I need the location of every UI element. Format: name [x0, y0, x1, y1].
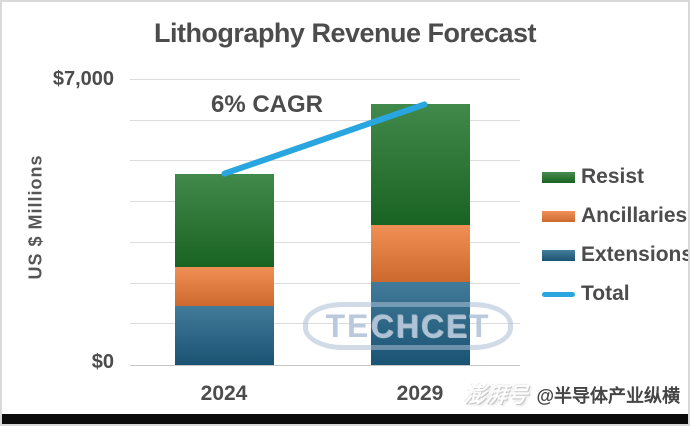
legend-label-extensions: Extensions	[581, 243, 690, 266]
x-label-2024: 2024	[200, 382, 248, 405]
legend-item-extensions: Extensions	[542, 243, 690, 267]
legend-swatch-ancillaries	[542, 210, 575, 222]
bar-2029	[371, 104, 470, 365]
bottom-black-bar	[2, 414, 688, 424]
x-label-2029: 2029	[396, 382, 444, 405]
legend-label-ancillaries: Ancillaries	[581, 204, 688, 227]
techcet-watermark-text: TECHCET	[325, 307, 491, 344]
source-credit: 澎湃号 @半导体产业纵横	[464, 379, 680, 409]
chart-title: Lithography Revenue Forecast	[153, 18, 537, 48]
y-axis-title: US $ Millions	[25, 154, 46, 280]
techcet-watermark: TECHCET	[303, 302, 513, 350]
y-tick-0: $0	[91, 351, 114, 373]
gridline-6000	[130, 119, 520, 121]
segment-extensions-2024	[175, 305, 274, 365]
gridline-5000	[130, 160, 520, 162]
platform-logo: 澎湃号	[464, 384, 530, 407]
segment-extensions-2029	[371, 281, 470, 365]
plot-area	[130, 79, 520, 366]
legend-label-total: Total	[581, 282, 630, 305]
total-line-layer	[221, 101, 428, 177]
bar-2024	[175, 173, 274, 365]
legend-swatch-extensions	[542, 249, 575, 261]
gridline-7000	[130, 79, 520, 80]
total-line	[221, 101, 428, 177]
legend-item-ancillaries: Ancillaries	[542, 204, 688, 228]
legend-swatch-resist	[542, 171, 575, 183]
legend-item-total: Total	[542, 282, 688, 306]
cagr-annotation: 6% CAGR	[210, 91, 324, 118]
legend-item-resist: Resist	[542, 165, 688, 189]
segment-ancillaries-2024	[175, 267, 274, 306]
legend-label-resist: Resist	[581, 165, 645, 188]
legend-swatch-total	[542, 291, 575, 297]
segment-ancillaries-2029	[371, 224, 470, 282]
segment-resist-2029	[371, 104, 470, 225]
gridline-3000	[130, 241, 520, 243]
gridline-4000	[130, 201, 520, 203]
account-handle: @半导体产业纵横	[536, 386, 680, 406]
segment-resist-2024	[175, 173, 274, 268]
y-tick-7000: $7,000	[52, 68, 114, 90]
legend: Resist Ancillaries Extensions Total	[542, 165, 690, 321]
gridline-2000	[130, 282, 520, 284]
